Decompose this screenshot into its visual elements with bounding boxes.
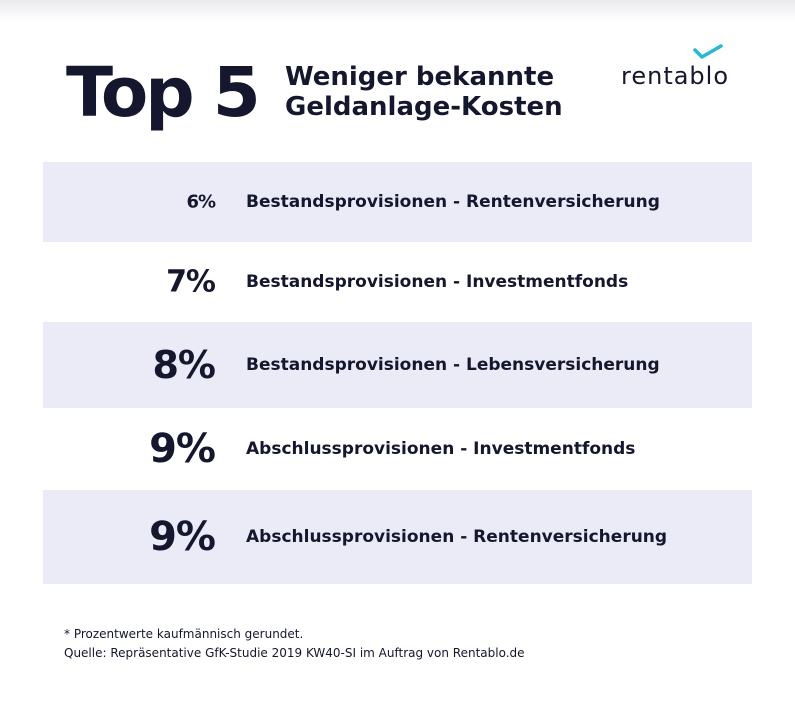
headline: Top 5 [66, 53, 261, 133]
row-value: 9% [149, 514, 215, 560]
logo-wordmark: rentablo [621, 62, 730, 90]
table-row: 8% Bestandsprovisionen - Lebensversicheru… [43, 322, 752, 408]
footnote-source: Quelle: Repräsentative GfK-Studie 2019 K… [64, 646, 525, 660]
footnote-rounding: * Prozentwerte kaufmännisch gerundet. [64, 627, 304, 641]
row-value: 6% [186, 192, 216, 213]
row-label: Bestandsprovisionen - Investmentfonds [246, 272, 628, 292]
subtitle: Weniger bekannte Geldanlage-Kosten [285, 62, 563, 122]
table-row: 9% Abschlussprovisionen - Rentenversicher… [43, 490, 752, 584]
row-value: 8% [152, 343, 215, 387]
subtitle-line-2: Geldanlage-Kosten [285, 92, 563, 122]
row-stripe [43, 162, 752, 242]
ranking-table: 6% Bestandsprovisionen - Rentenversicheru… [43, 162, 752, 584]
table-row: 6% Bestandsprovisionen - Rentenversicheru… [43, 162, 752, 242]
row-label: Abschlussprovisionen - Investmentfonds [246, 439, 635, 459]
row-value: 9% [149, 426, 215, 472]
table-row: 7% Bestandsprovisionen - Investmentfonds [166, 265, 628, 300]
top-shadow [0, 0, 795, 22]
subtitle-line-1: Weniger bekannte [285, 62, 555, 92]
row-value: 7% [166, 265, 216, 300]
footnote: * Prozentwerte kaufmännisch gerundet. Qu… [64, 625, 525, 663]
row-stripe [43, 322, 752, 408]
row-stripe [43, 490, 752, 584]
row-label: Bestandsprovisionen - Rentenversicherung [246, 192, 660, 212]
rentablo-logo: rentablo [621, 44, 751, 94]
table-row: 9% Abschlussprovisionen - Investmentfonds [149, 426, 635, 472]
row-label: Abschlussprovisionen - Rentenversicherun… [246, 527, 667, 547]
checkmark-icon [693, 44, 723, 59]
row-label: Bestandsprovisionen - Lebensversicherung [246, 355, 660, 375]
